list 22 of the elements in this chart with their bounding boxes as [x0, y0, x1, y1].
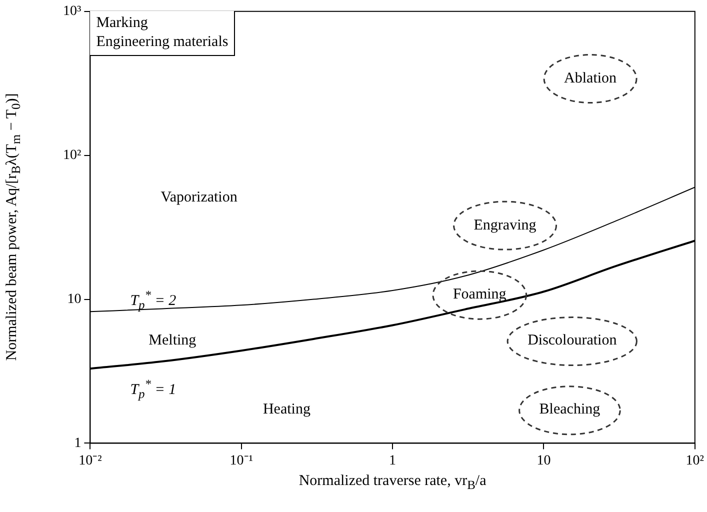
- y-tick-label: 10²: [62, 148, 82, 164]
- x-tick-label: 1: [389, 453, 396, 468]
- series-label: T$_{p}$$^{*}$ = 2: [130, 288, 176, 313]
- annotation: Vaporization: [160, 190, 238, 207]
- series-label: T$_{p}$$^{*}$ = 1: [130, 376, 176, 402]
- x-tick-label: 10⁻²: [78, 453, 102, 468]
- annotation: Engraving: [474, 217, 536, 234]
- y-tick-label: 1: [74, 436, 82, 451]
- annotation: Foaming: [452, 286, 506, 304]
- x-axis-title: Normalized traverse rate, vr$_{B}$/a: [298, 473, 486, 494]
- annotation: Discolouration: [528, 332, 617, 350]
- annotation: Ablation: [564, 70, 617, 88]
- annotation: Heating: [262, 402, 310, 419]
- y-tick-label: 10³: [62, 4, 82, 20]
- annotation: Melting: [148, 332, 196, 350]
- x-tick-label: 10²: [686, 453, 704, 468]
- annotation: Marking: [96, 14, 149, 34]
- x-tick-label: 10⁻¹: [230, 453, 253, 468]
- annotation: Engineering materials: [96, 33, 228, 52]
- y-tick-label: 10: [67, 292, 82, 307]
- annotation: Bleaching: [539, 402, 600, 419]
- x-tick-label: 10: [536, 453, 551, 468]
